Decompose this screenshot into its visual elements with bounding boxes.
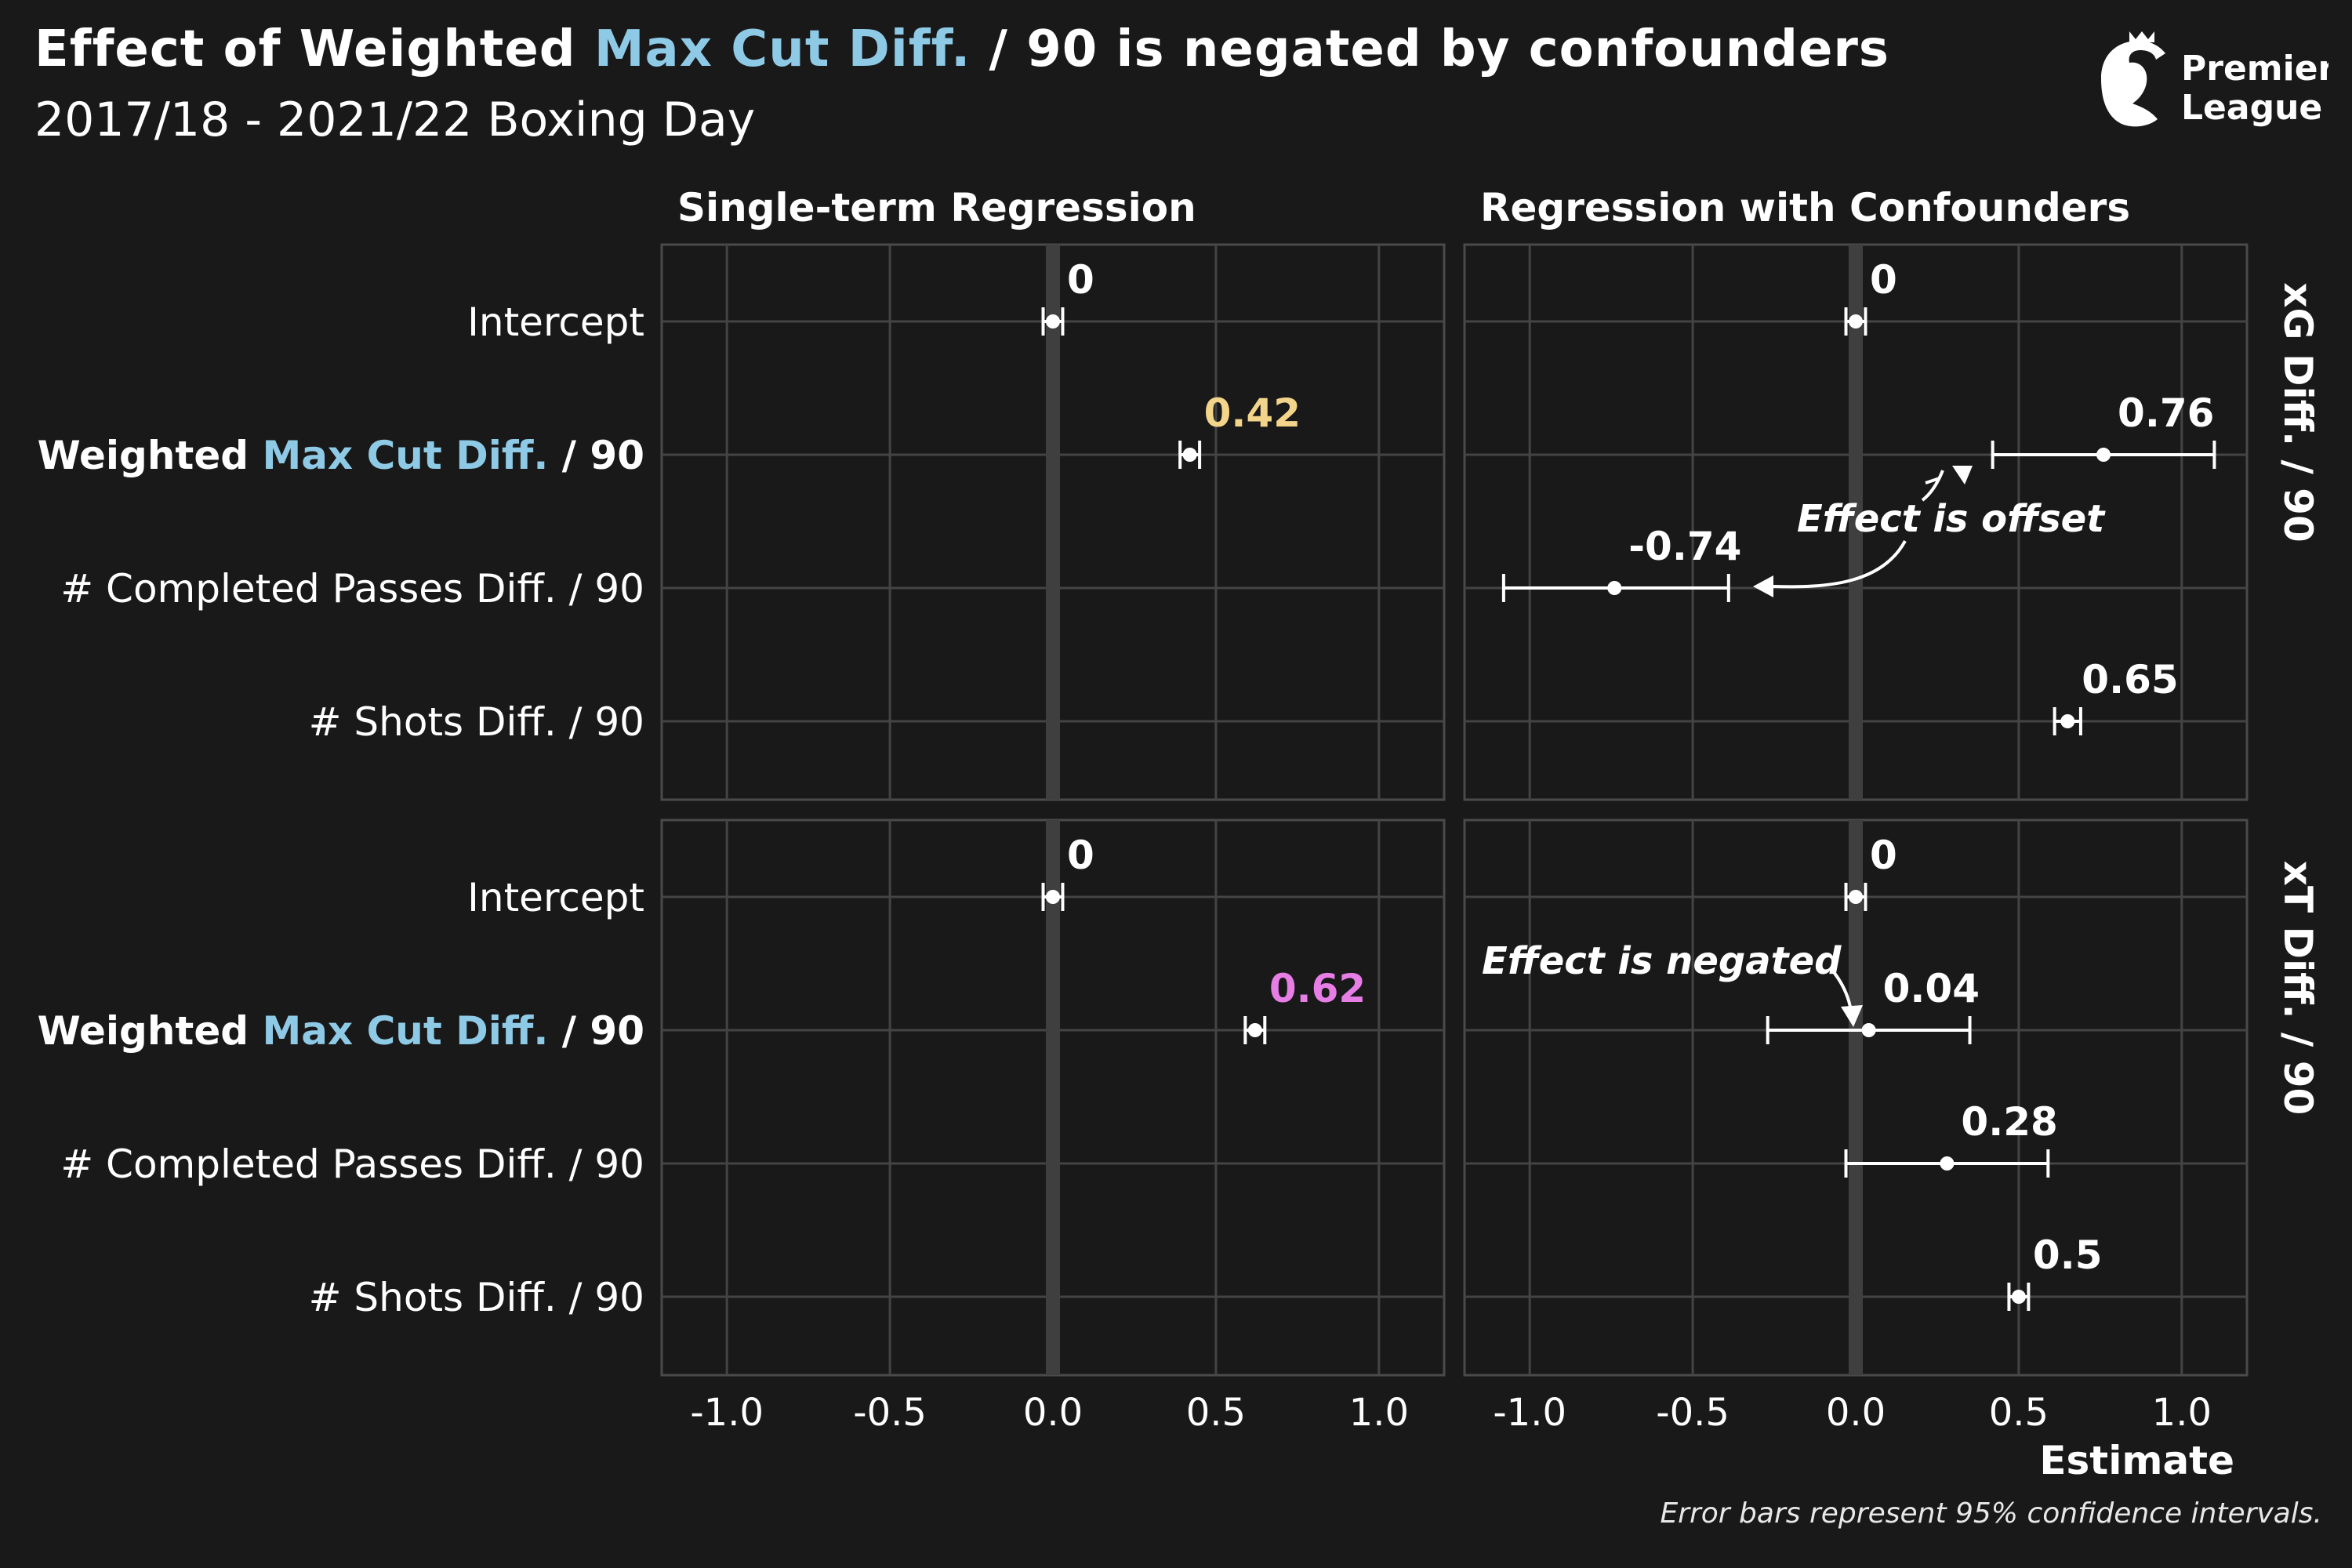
x-tick-label: -0.5 (1656, 1391, 1730, 1435)
panel-r1-c1 (1463, 818, 2249, 1377)
estimate-point-1: 0.76 (1991, 390, 2216, 469)
annotation-arrow (1828, 966, 1852, 1007)
annotation-arrow (1773, 540, 1907, 589)
footnote: Error bars represent 95% confidence inte… (1660, 1497, 2322, 1530)
estimate-dot (1861, 1023, 1876, 1037)
estimate-point-3: 0.5 (2007, 1232, 2103, 1311)
estimate-point-2: -0.74 (1501, 524, 1741, 602)
row-title: xT Diff. / 90 (2275, 861, 2321, 1116)
estimate-point-3: 0.65 (2053, 657, 2179, 735)
estimate-label: 0.65 (2082, 657, 2178, 702)
estimate-point-0: 0 (1844, 833, 1897, 911)
x-tick-label: 0.0 (1023, 1391, 1083, 1435)
estimate-dot (1849, 890, 1863, 904)
title-highlight: Max Cut Diff. (593, 20, 971, 78)
x-tick-label: -0.5 (853, 1391, 927, 1435)
estimate-label: 0.62 (1269, 966, 1366, 1011)
estimate-point-1: 0.42 (1178, 390, 1301, 469)
estimate-dot (2096, 448, 2111, 462)
arrowhead-icon (1841, 1005, 1863, 1027)
panel-r0-c0 (660, 243, 1446, 801)
y-tick-label: # Completed Passes Diff. / 90 (60, 1142, 644, 1187)
y-tick-label: # Shots Diff. / 90 (309, 699, 644, 745)
estimate-dot (2060, 714, 2075, 728)
panel-r1-c0 (660, 818, 1446, 1377)
estimate-label: 0 (1067, 257, 1094, 303)
estimate-label: 0 (1870, 833, 1897, 878)
logo-line-1: Premier (2181, 49, 2328, 89)
title-part-1: Effect of Weighted (34, 20, 594, 78)
y-tick-label: Weighted Max Cut Diff. / 90 (38, 1008, 644, 1054)
estimate-dot (1607, 581, 1622, 595)
estimate-label: 0.04 (1883, 966, 1980, 1011)
premier-league-logo: Premier League (2101, 31, 2328, 128)
column-title: Single-term Regression (677, 185, 1196, 230)
x-tick-label: 0.0 (1826, 1391, 1886, 1435)
estimate-point-2: 0.28 (1844, 1099, 2058, 1178)
arrowhead-icon (1952, 466, 1973, 485)
chart-title: Effect of Weighted Max Cut Diff. / 90 is… (34, 20, 1889, 78)
estimate-label: 0 (1067, 833, 1094, 878)
estimate-point-1: 0.62 (1243, 966, 1366, 1044)
y-tick-label: # Shots Diff. / 90 (309, 1275, 644, 1320)
estimate-dot (1046, 314, 1060, 328)
lion-crest-icon (2101, 31, 2165, 127)
estimate-point-0: 0 (1041, 257, 1094, 336)
x-axis-label: Estimate (2039, 1438, 2234, 1483)
estimate-label: -0.74 (1628, 524, 1741, 569)
row-title: xG Diff. / 90 (2275, 282, 2321, 543)
annotation-arrow (1921, 470, 1944, 502)
chart-subtitle: 2017/18 - 2021/22 Boxing Day (34, 93, 756, 147)
annotation-text: Effect is negated (1482, 939, 1842, 983)
title-part-2: / 90 is negated by confounders (971, 20, 1889, 78)
x-tick-label: 0.5 (1186, 1391, 1246, 1435)
logo-line-2: League (2181, 88, 2322, 128)
arrowhead-icon (1753, 575, 1773, 597)
estimate-label: 0.76 (2118, 390, 2214, 436)
annotation-text: Effect is offset (1797, 497, 2106, 541)
estimate-label: 0.28 (1961, 1099, 2057, 1145)
estimate-point-1: 0.04 (1766, 966, 1980, 1044)
estimate-dot (1182, 448, 1197, 462)
estimate-point-0: 0 (1041, 833, 1094, 911)
estimate-label: 0 (1870, 257, 1897, 303)
y-tick-label: # Completed Passes Diff. / 90 (60, 566, 644, 612)
y-tick-label: Weighted Max Cut Diff. / 90 (38, 433, 644, 478)
estimate-dot (1247, 1023, 1262, 1037)
column-title: Regression with Confounders (1480, 185, 2130, 230)
estimate-point-0: 0 (1844, 257, 1897, 336)
x-tick-label: 1.0 (1349, 1391, 1409, 1435)
estimate-label: 0.5 (2033, 1232, 2103, 1278)
estimate-dot (1940, 1156, 1955, 1171)
estimate-dot (2011, 1290, 2026, 1304)
annotation-negated: Effect is negated (1482, 939, 1863, 1027)
x-tick-label: -1.0 (690, 1391, 764, 1435)
estimate-dot (1849, 314, 1863, 328)
x-tick-label: 1.0 (2152, 1391, 2212, 1435)
x-tick-label: -1.0 (1493, 1391, 1566, 1435)
y-tick-label: Intercept (467, 299, 644, 345)
annotation-offset: Effect is offset (1753, 466, 2106, 597)
estimate-label: 0.42 (1204, 390, 1301, 436)
x-tick-label: 0.5 (1989, 1391, 2049, 1435)
estimate-dot (1046, 890, 1060, 904)
y-tick-label: Intercept (467, 875, 644, 920)
